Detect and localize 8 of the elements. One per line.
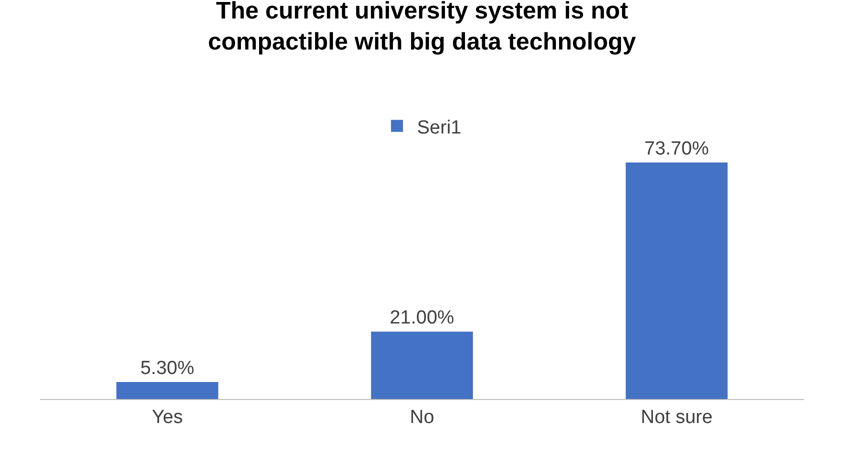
data-label: 5.30% [140,358,194,379]
data-label: 73.70% [644,138,709,160]
data-label: 21.00% [390,308,454,329]
x-tick-label: No [410,406,434,428]
x-tick-label: Not sure [640,406,713,428]
chart-title: The current university system is not compactible with big data technology [208,0,637,56]
x-tick-label: Yes [152,406,183,428]
legend-label: Seri1 [417,117,462,138]
